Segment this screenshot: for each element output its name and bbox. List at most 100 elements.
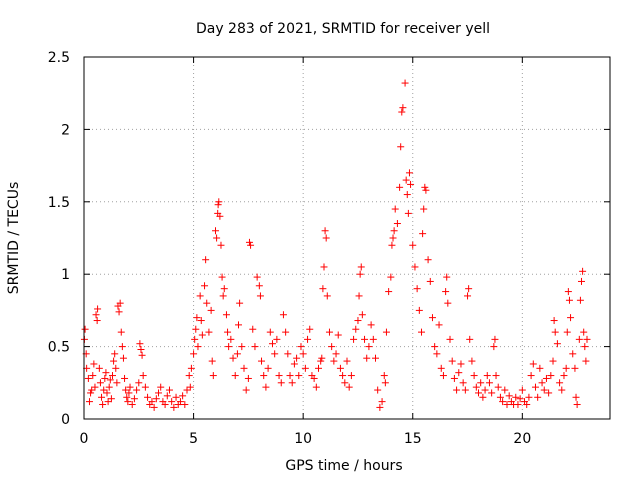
data-point <box>381 379 389 387</box>
data-point <box>224 328 232 336</box>
data-point <box>472 383 480 391</box>
data-point <box>271 350 279 358</box>
data-point <box>117 328 125 336</box>
data-point <box>357 263 365 271</box>
x-tick-label: 20 <box>513 431 531 447</box>
x-tick-label: 5 <box>189 431 198 447</box>
data-point <box>293 354 301 362</box>
data-point <box>345 383 353 391</box>
x-tick-label: 15 <box>404 431 422 447</box>
data-point <box>262 383 270 391</box>
data-point <box>371 354 379 362</box>
data-point <box>123 393 131 401</box>
data-point <box>233 350 241 358</box>
data-point <box>363 354 371 362</box>
data-point <box>119 354 127 362</box>
data-point <box>496 393 504 401</box>
data-point <box>92 311 100 319</box>
data-point <box>582 357 590 365</box>
data-point <box>183 386 191 394</box>
data-point <box>401 79 409 87</box>
data-point <box>186 383 194 391</box>
data-point <box>475 389 482 397</box>
data-point <box>150 403 158 411</box>
data-point <box>242 386 250 394</box>
data-point <box>321 227 329 235</box>
data-point <box>431 343 439 351</box>
data-point <box>382 328 390 336</box>
data-point <box>464 292 472 300</box>
data-point <box>286 372 294 380</box>
data-point <box>418 328 426 336</box>
data-point <box>111 350 119 358</box>
data-point <box>485 379 493 387</box>
data-point <box>249 325 257 333</box>
data-point <box>339 372 347 380</box>
data-point <box>310 374 318 382</box>
data-point <box>560 372 568 380</box>
data-point <box>89 372 97 380</box>
plot-frame <box>83 56 611 420</box>
data-point <box>90 360 98 368</box>
data-point <box>207 306 215 314</box>
data-point <box>579 267 587 275</box>
grid <box>84 57 610 419</box>
data-point <box>290 360 298 368</box>
data-point <box>137 345 145 353</box>
data-point <box>236 299 244 307</box>
chart-title: Day 283 of 2021, SRMTID for receiver yel… <box>196 21 490 37</box>
data-point <box>301 364 309 372</box>
data-point <box>422 186 430 194</box>
data-point <box>518 386 526 394</box>
data-point <box>91 383 99 391</box>
data-point <box>144 393 152 401</box>
data-point <box>170 403 178 411</box>
data-point <box>350 335 358 343</box>
data-point <box>479 393 487 401</box>
data-point <box>583 335 591 343</box>
data-point <box>245 238 253 246</box>
data-point <box>397 143 405 151</box>
data-point <box>551 328 559 336</box>
data-point <box>503 401 511 409</box>
data-point <box>461 386 469 394</box>
data-point <box>556 379 564 387</box>
data-point <box>442 288 450 296</box>
y-tick-label: 2.5 <box>48 50 70 66</box>
data-point <box>258 357 266 365</box>
data-point <box>284 350 292 358</box>
data-point <box>409 241 417 249</box>
data-point <box>505 392 513 400</box>
data-point <box>93 317 101 325</box>
data-point <box>194 343 202 351</box>
data-point <box>148 398 156 406</box>
data-point <box>547 372 555 380</box>
data-point <box>428 314 436 322</box>
data-point <box>444 299 452 307</box>
data-point <box>238 343 246 351</box>
data-point <box>389 234 397 242</box>
data-point <box>116 299 124 307</box>
data-point <box>352 325 360 333</box>
data-point <box>203 299 211 307</box>
data-point <box>405 169 413 177</box>
data-point <box>124 398 132 406</box>
data-point <box>319 285 327 293</box>
data-point <box>367 321 375 329</box>
axis-ticks: 0 0.5 1 1.5 2 2.5 0 5 10 15 20 <box>48 50 610 447</box>
data-point <box>403 191 411 199</box>
data-point <box>227 335 235 343</box>
data-point <box>106 376 114 384</box>
data-point <box>251 343 259 351</box>
data-point <box>465 285 473 293</box>
data-point <box>494 383 502 391</box>
data-point <box>190 350 198 358</box>
data-point <box>277 379 285 387</box>
data-point <box>343 357 351 365</box>
data-point <box>545 389 553 397</box>
data-point <box>361 335 369 343</box>
data-point <box>315 364 323 372</box>
x-tick-label: 0 <box>80 431 89 447</box>
data-point <box>107 395 115 403</box>
